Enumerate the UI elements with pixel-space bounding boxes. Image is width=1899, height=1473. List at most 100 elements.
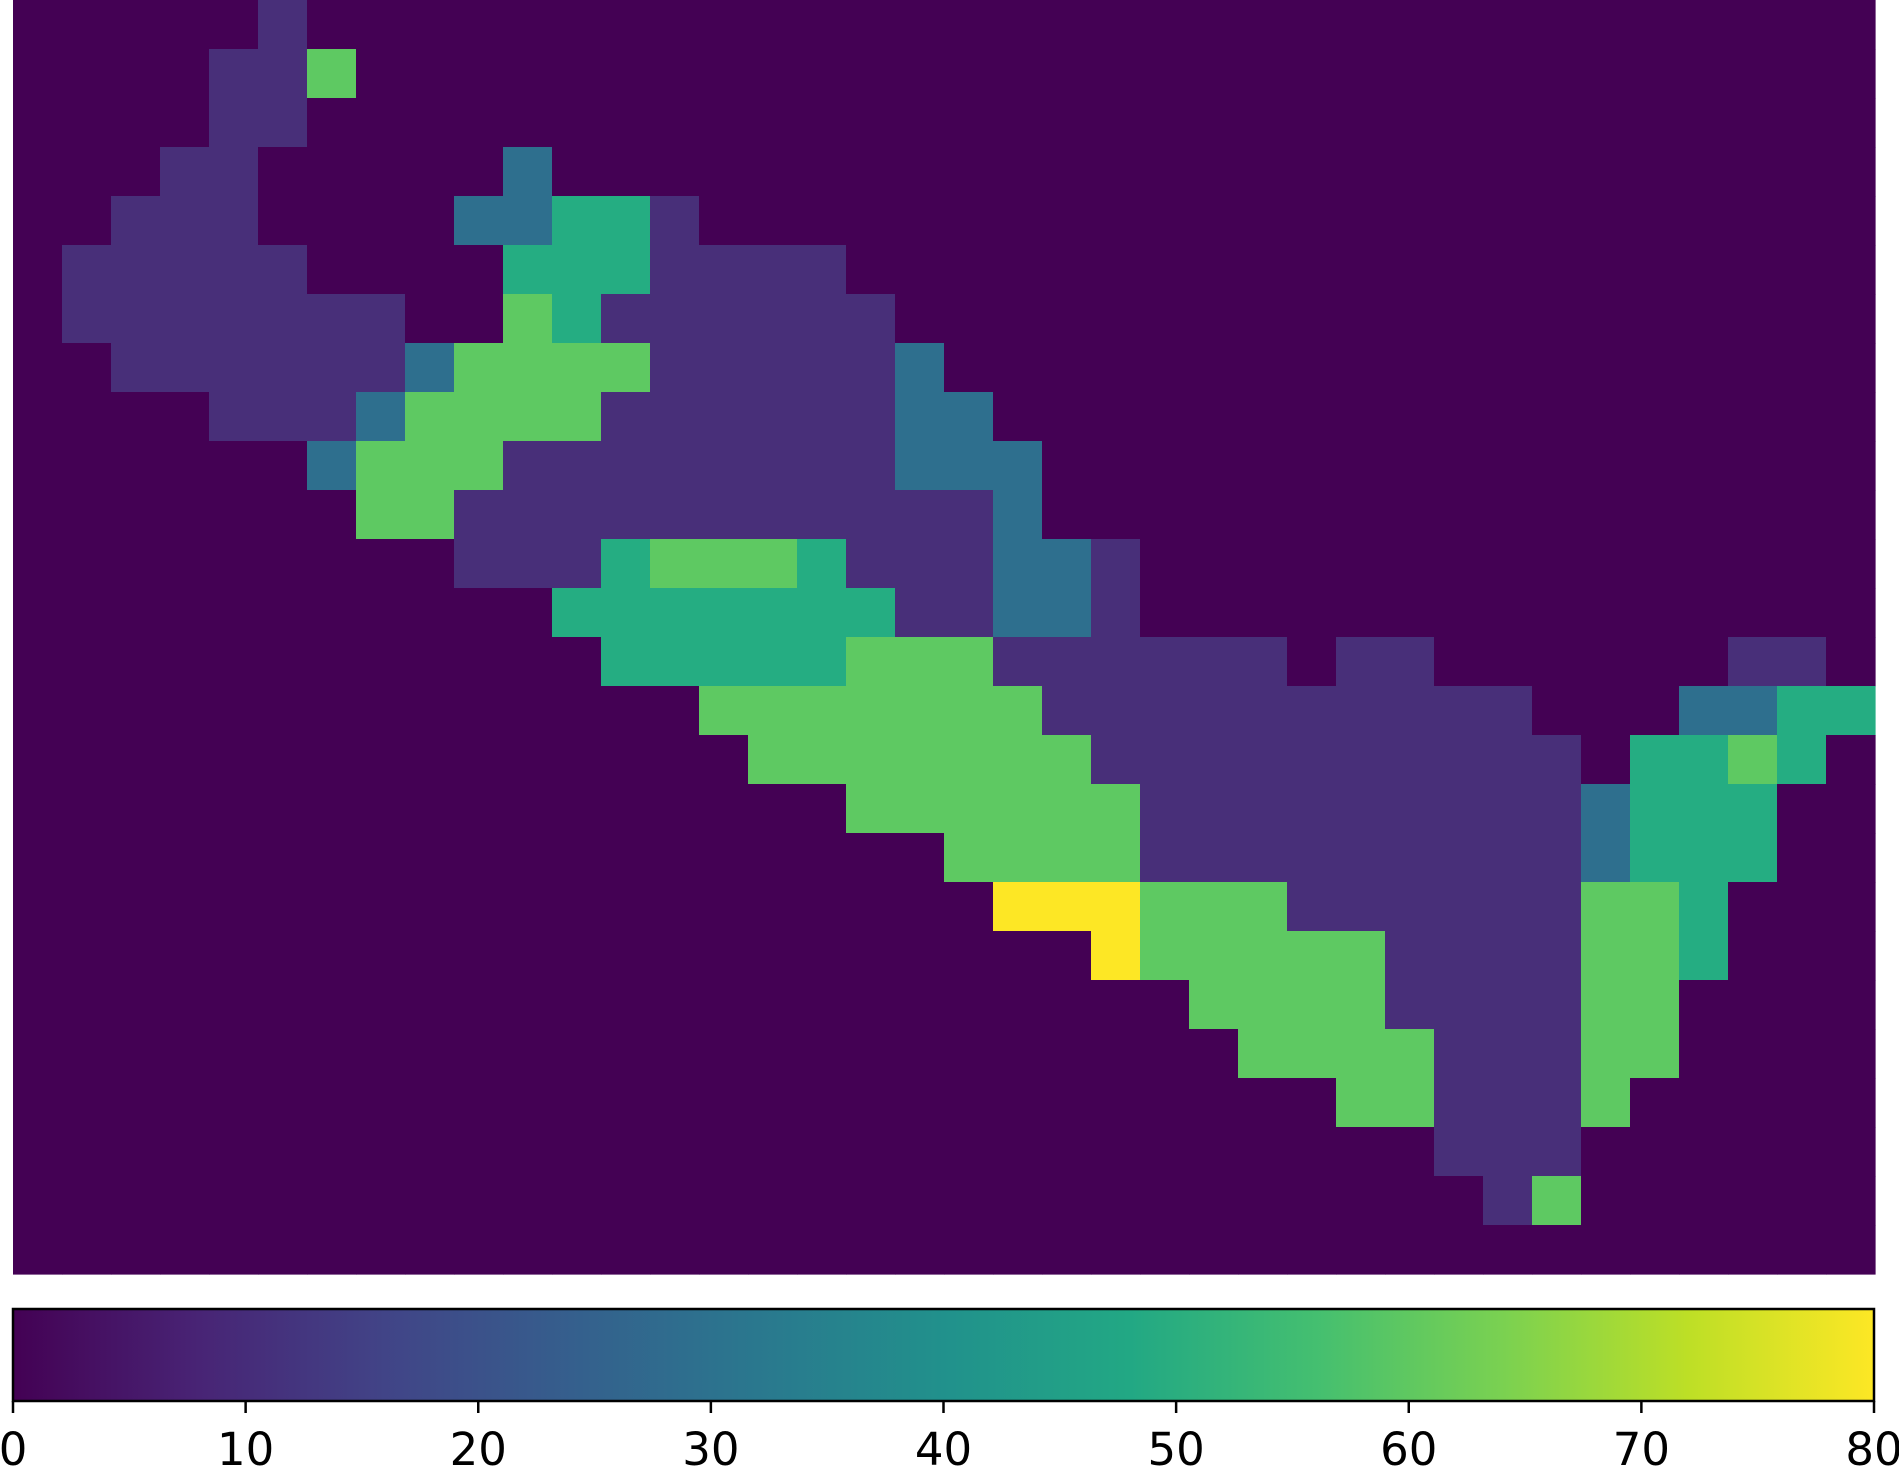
heatmap-cell [1287,1176,1337,1226]
heatmap-cell [650,294,700,344]
heatmap-cell [1385,735,1435,785]
heatmap-cell [1434,1029,1484,1079]
heatmap-cell [1581,0,1631,50]
heatmap-cell [601,343,651,393]
heatmap-cell [258,784,308,834]
heatmap-cell [1728,637,1778,687]
heatmap-cell [160,1225,210,1275]
heatmap-cell [454,1029,504,1079]
heatmap-cell [1140,1225,1190,1275]
heatmap-cell [944,784,994,834]
heatmap-cell [944,539,994,589]
heatmap-cell [1777,490,1827,540]
heatmap-cell [1238,588,1288,638]
heatmap-cell [1581,98,1631,148]
heatmap-cell [1630,1029,1680,1079]
heatmap-cell [13,343,63,393]
heatmap-cell [699,1176,749,1226]
heatmap-cell [209,686,259,736]
heatmap-cell [62,0,112,50]
heatmap-cell [1630,392,1680,442]
heatmap-cell [1434,1225,1484,1275]
heatmap-cell [160,49,210,99]
heatmap-cell [1336,196,1386,246]
heatmap-cell [699,294,749,344]
heatmap-cell [1483,1078,1533,1128]
heatmap-cell [1581,539,1631,589]
heatmap-cell [1189,1176,1239,1226]
heatmap-cell [650,686,700,736]
heatmap-cell [111,392,161,442]
heatmap-cell [13,1225,63,1275]
heatmap-cell [1483,784,1533,834]
heatmap-cell [1630,98,1680,148]
heatmap-cell [895,441,945,491]
heatmap-cell [1140,931,1190,981]
heatmap-cell [160,1029,210,1079]
heatmap-cell [1189,392,1239,442]
heatmap-cell [13,931,63,981]
heatmap-cell [1826,1225,1876,1275]
heatmap-cell [1140,294,1190,344]
heatmap-cell [1777,1029,1827,1079]
heatmap-cell [1581,588,1631,638]
heatmap-cell [209,735,259,785]
heatmap-cell [601,882,651,932]
heatmap-cell [1189,784,1239,834]
heatmap-cell [944,49,994,99]
heatmap-cell [454,441,504,491]
heatmap-cell [944,98,994,148]
heatmap-cell [160,0,210,50]
heatmap-cell [1826,98,1876,148]
heatmap-cell [1532,784,1582,834]
heatmap-cell [1679,1176,1729,1226]
heatmap-cell [650,588,700,638]
heatmap-cell [1091,245,1141,295]
heatmap-cell [846,245,896,295]
heatmap-cell [895,980,945,1030]
heatmap-cell [356,686,406,736]
heatmap-cell [1140,441,1190,491]
heatmap-cell [797,392,847,442]
heatmap-cell [1483,343,1533,393]
heatmap-cell [699,1225,749,1275]
heatmap-cell [993,539,1043,589]
heatmap-cell [62,49,112,99]
heatmap-cell [111,735,161,785]
heatmap-cell [356,980,406,1030]
heatmap-cell [601,784,651,834]
heatmap-cell [111,931,161,981]
heatmap-cell [307,637,357,687]
heatmap-cell [1679,882,1729,932]
heatmap-cell [1728,588,1778,638]
heatmap-cell [1336,1225,1386,1275]
heatmap-cell [1532,1225,1582,1275]
heatmap-cell [1189,196,1239,246]
heatmap-cell [503,98,553,148]
heatmap-cell [307,588,357,638]
heatmap-cell [1336,980,1386,1030]
heatmap-cell [1826,1029,1876,1079]
heatmap-cell [454,637,504,687]
heatmap-cell [209,1078,259,1128]
heatmap-cell [1287,245,1337,295]
heatmap-cell [699,49,749,99]
heatmap-cell [1287,588,1337,638]
heatmap-cell [1483,441,1533,491]
heatmap-cell [748,784,798,834]
heatmap-cell [601,1176,651,1226]
heatmap-cell [1336,343,1386,393]
heatmap-cell [454,588,504,638]
heatmap-cell [62,784,112,834]
heatmap-cell [993,784,1043,834]
heatmap-cell [111,1029,161,1079]
heatmap-cell [111,980,161,1030]
heatmap-cell [356,245,406,295]
heatmap-cell [454,1127,504,1177]
heatmap-cell [993,147,1043,197]
heatmap-cell [13,392,63,442]
heatmap-cell [111,49,161,99]
heatmap-cell [1581,1029,1631,1079]
heatmap-cell [258,539,308,589]
heatmap-cell [1385,245,1435,295]
